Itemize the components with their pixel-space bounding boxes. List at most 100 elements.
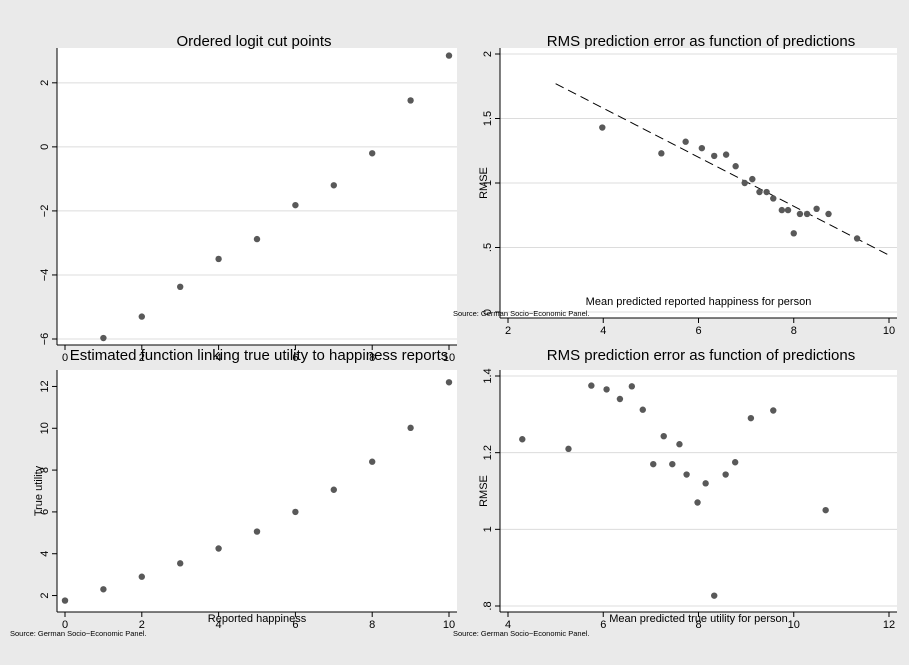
data-point: [756, 188, 763, 196]
x-tick-label: 0: [62, 352, 68, 364]
data-point: [770, 195, 777, 202]
y-tick-label: 1.4: [482, 368, 494, 383]
data-point: [100, 586, 107, 593]
source-note: Source: German Socio−Economic Panel.: [453, 629, 590, 638]
data-point: [711, 152, 718, 160]
data-point: [445, 379, 453, 386]
data-point: [369, 458, 376, 465]
x-tick-label: 2: [505, 325, 511, 337]
y-tick-label: 1.2: [482, 445, 494, 460]
x-tick-label: 10: [443, 352, 455, 364]
fit-line: [555, 83, 890, 256]
x-tick-label: 10: [788, 619, 800, 631]
data-point: [749, 175, 756, 183]
data-point: [813, 205, 820, 212]
y-tick-label: 0: [39, 144, 51, 150]
data-point: [796, 210, 804, 218]
x-tick-label: 6: [695, 325, 701, 337]
x-tick-label: 12: [883, 619, 895, 631]
data-point: [676, 441, 683, 448]
data-point: [763, 188, 770, 196]
data-point: [711, 592, 718, 599]
x-tick-label: 8: [695, 619, 701, 631]
y-tick-label: 2: [39, 592, 51, 598]
data-point: [599, 124, 606, 131]
y-tick-label: 8: [39, 467, 51, 473]
data-point: [330, 486, 337, 493]
data-point: [603, 386, 610, 393]
y-tick-label: 10: [39, 422, 51, 434]
data-point: [694, 499, 701, 506]
y-tick-label: 0: [482, 309, 494, 315]
x-axis-label: Reported happiness: [208, 613, 307, 625]
x-tick-label: 4: [216, 619, 222, 631]
data-point: [741, 179, 748, 187]
data-point: [138, 313, 145, 320]
data-point: [215, 545, 222, 552]
data-point: [639, 406, 646, 413]
data-point: [588, 382, 595, 389]
data-point: [784, 206, 792, 214]
plot-area: [57, 48, 457, 345]
x-tick-label: 10: [443, 619, 455, 631]
x-tick-label: 0: [62, 619, 68, 631]
x-tick-label: 2: [139, 619, 145, 631]
data-point: [292, 201, 299, 209]
data-point: [445, 52, 453, 59]
chart-title: Estimated function linking true utility …: [70, 347, 449, 364]
data-point: [100, 334, 107, 342]
y-tick-label: 2: [482, 51, 494, 57]
chart-panel-3: 0 2 4 6 8 10 2 4 6 8 10 12 Estimated function linkin…: [10, 347, 457, 638]
data-point: [669, 460, 676, 468]
data-point: [732, 163, 739, 170]
x-tick-label: 2: [139, 352, 145, 364]
y-tick-label: 1.5: [482, 111, 494, 126]
y-tick-label: 1: [482, 526, 494, 532]
x-axis-label: Mean predicted reported happiness for pe…: [586, 296, 812, 308]
data-point: [253, 528, 261, 535]
data-point: [803, 210, 811, 218]
data-point: [660, 432, 667, 440]
data-point: [330, 182, 337, 189]
data-point: [177, 560, 184, 567]
chart-title: RMS prediction error as function of pred…: [547, 33, 855, 50]
data-point: [407, 97, 414, 104]
data-point: [616, 395, 624, 403]
y-tick-label: .8: [482, 601, 494, 610]
data-point: [822, 506, 829, 514]
y-axis-label: RMSE: [478, 167, 490, 199]
x-tick-label: 8: [369, 352, 375, 364]
x-tick-label: 8: [791, 325, 797, 337]
plot-area: [57, 370, 457, 612]
data-point: [683, 471, 690, 478]
data-point: [731, 459, 739, 466]
data-point: [519, 436, 526, 443]
chart-title: RMS prediction error as function of pred…: [547, 347, 855, 364]
data-point: [369, 150, 376, 157]
y-tick-label: 2: [39, 80, 51, 86]
data-point: [565, 445, 572, 453]
y-tick-label: 4: [39, 551, 51, 557]
y-tick-label: −2: [39, 205, 51, 218]
data-point: [628, 383, 636, 390]
x-tick-label: 6: [292, 619, 298, 631]
x-tick-label: 8: [369, 619, 375, 631]
data-point: [825, 210, 832, 218]
data-point: [177, 283, 184, 291]
data-point: [770, 407, 777, 414]
data-point: [722, 471, 729, 478]
x-tick-label: 4: [600, 325, 606, 337]
data-point: [682, 138, 689, 145]
x-tick-label: 10: [883, 325, 895, 337]
x-axis-label: Mean predicted true utility for person: [609, 613, 788, 625]
y-tick-label: 1: [482, 180, 494, 186]
chart-panel-2: 2 4 6 8 10 0 .5 1 1.5 2 RMS prediction error as fu…: [453, 33, 897, 337]
chart-title: Ordered logit cut points: [176, 33, 331, 50]
chart-panel-1: 0 2 4 6 8 10 −6 −4 −2 0 2 Ordered logit cut points: [39, 33, 457, 364]
data-point: [215, 255, 222, 263]
y-tick-label: −6: [39, 333, 51, 346]
data-point: [138, 573, 145, 580]
data-point: [702, 480, 709, 487]
y-tick-label: .5: [482, 243, 494, 252]
data-point: [853, 235, 861, 242]
